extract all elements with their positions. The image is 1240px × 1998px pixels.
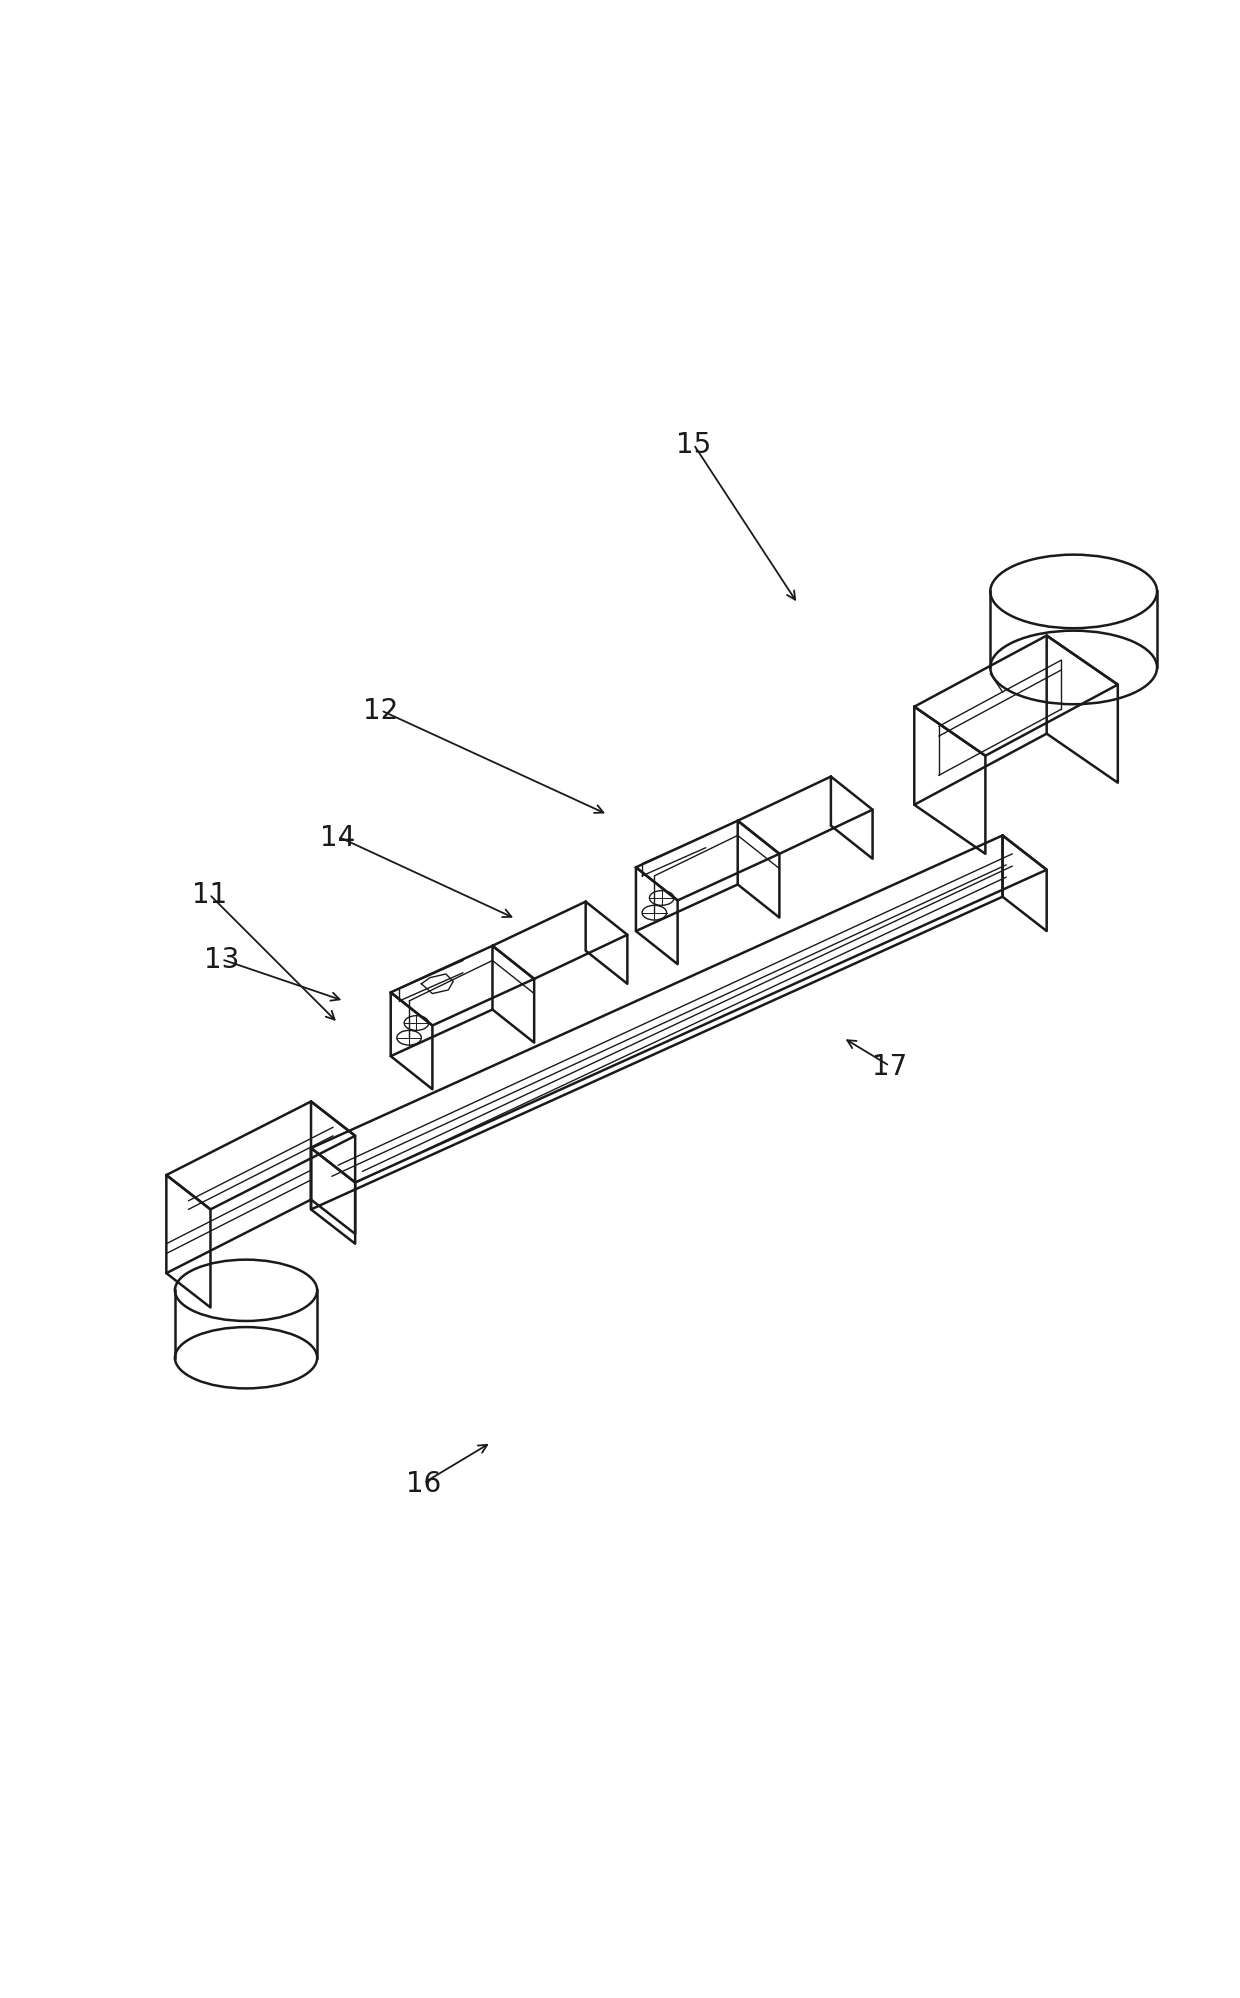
Text: 15: 15 (676, 432, 712, 460)
Text: 12: 12 (363, 697, 398, 725)
Text: 11: 11 (192, 881, 227, 909)
Text: 16: 16 (407, 1469, 441, 1497)
Text: 14: 14 (320, 823, 356, 851)
Text: 13: 13 (203, 945, 239, 973)
Text: 17: 17 (872, 1053, 908, 1081)
